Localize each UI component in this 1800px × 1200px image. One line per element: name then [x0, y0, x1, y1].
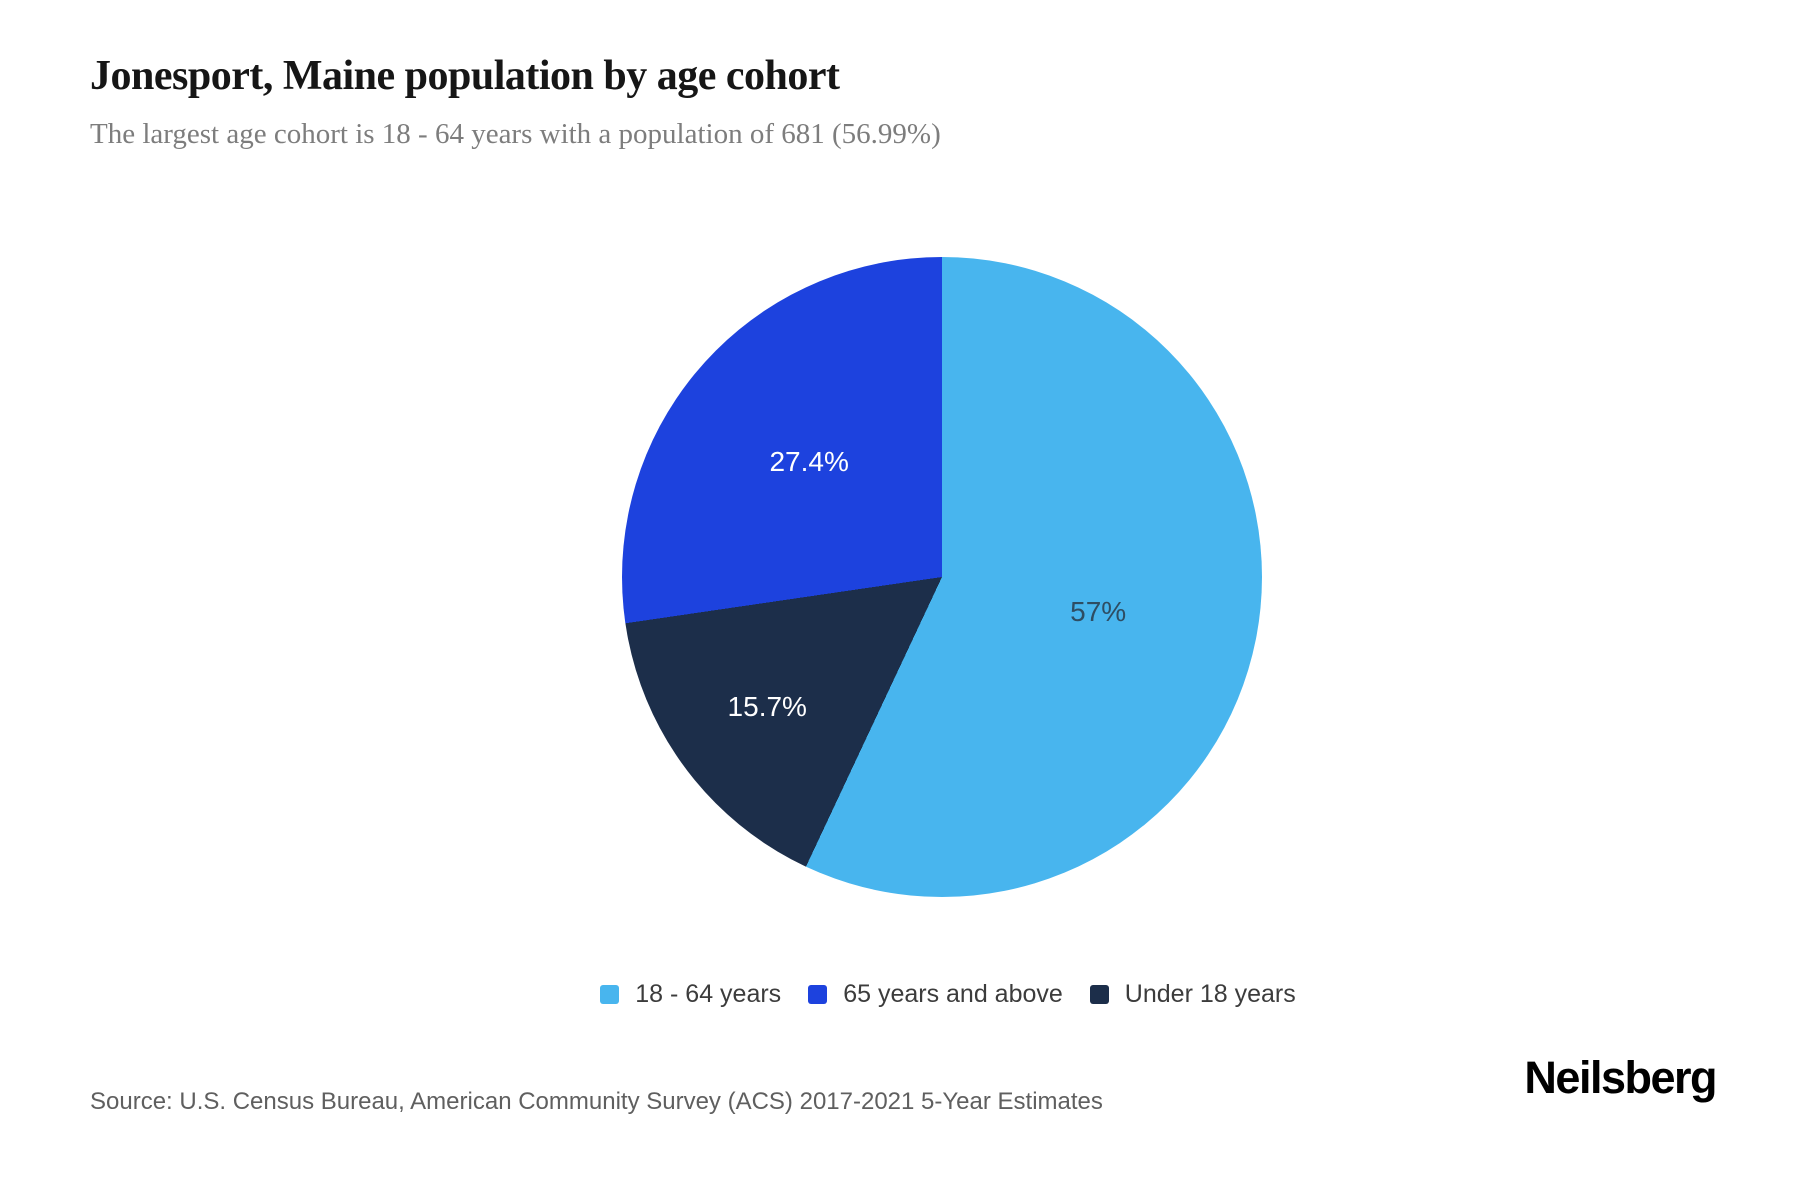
legend-label: 18 - 64 years: [635, 980, 782, 1008]
legend-label: 65 years and above: [843, 980, 1063, 1008]
pie-slice-label: 27.4%: [769, 445, 849, 477]
chart-subtitle: The largest age cohort is 18 - 64 years …: [90, 118, 941, 150]
chart-title: Jonesport, Maine population by age cohor…: [90, 53, 840, 99]
pie-slice-label: 57%: [1070, 595, 1127, 627]
legend-swatch: [1089, 985, 1109, 1004]
legend-item-18-64-years[interactable]: 18 - 64 years: [600, 980, 781, 1009]
legend-item-65-years-and-above[interactable]: 65 years and above: [808, 980, 1063, 1009]
source-note: Source: U.S. Census Bureau, American Com…: [90, 1088, 1103, 1115]
pie-slice-label: 15.7%: [727, 690, 807, 722]
brand-logo: Neilsberg: [1524, 1052, 1717, 1103]
legend-label: Under 18 years: [1124, 980, 1296, 1008]
legend-item-under-18-years[interactable]: Under 18 years: [1089, 980, 1296, 1009]
pie-chart[interactable]: 57% 15.7% 27.4%: [622, 257, 1262, 897]
legend: 18 - 64 years 65 years and above Under 18 …: [0, 980, 1800, 1009]
legend-swatch: [808, 985, 828, 1004]
legend-swatch: [600, 985, 620, 1004]
